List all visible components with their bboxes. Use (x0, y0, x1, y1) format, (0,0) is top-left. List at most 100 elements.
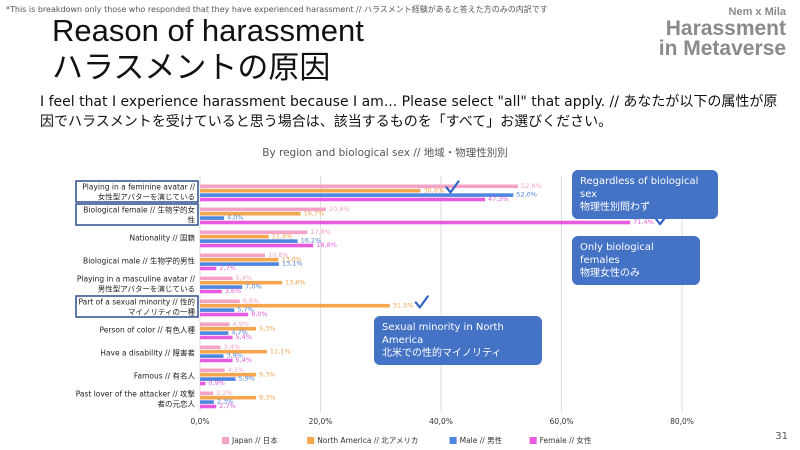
bar-north_america (200, 326, 257, 331)
bar-female (200, 335, 233, 340)
category-label: Nationality // 国籍 (129, 233, 195, 243)
data-label-japan: 4,1% (228, 366, 245, 374)
bar-japan (200, 230, 308, 235)
callout-bio-female: Only biological females 物理女性のみ (572, 236, 700, 285)
legend-label-north_america: North America // 北アメリカ (317, 436, 418, 445)
callout-regardless-sex: Regardless of biological sex 物理性別問わず (572, 170, 718, 219)
category-label: マイノリティの一種 (128, 307, 196, 317)
data-label-male: 2,3% (217, 398, 234, 406)
category-label: Biological male // 生物学的男性 (83, 256, 195, 266)
data-label-japan: 4,9% (233, 320, 250, 328)
callout-sexual-minority-na: Sexual minority in North America 北米での性的マ… (374, 316, 542, 365)
data-label-japan: 20,9% (329, 205, 350, 213)
bar-female (200, 243, 314, 248)
bar-male (200, 354, 224, 358)
data-label-female: 18,8% (316, 241, 337, 249)
data-label-male: 5,9% (239, 375, 256, 383)
data-label-male: 7,0% (245, 283, 262, 291)
data-label-north_america: 9,3% (259, 324, 276, 332)
bar-female (200, 312, 249, 317)
callout-2-line2: 物理女性のみ (580, 268, 640, 279)
bar-north_america (200, 349, 267, 354)
data-label-male: 16,2% (301, 237, 322, 245)
category-label: Playing in a feminine avatar // (82, 183, 195, 192)
title-ja: ハラスメントの原因 (52, 50, 331, 85)
category-label: 女性型アバターを演じている (98, 192, 195, 202)
category-label: Have a disability // 障害者 (100, 348, 195, 358)
data-label-north_america: 31,5% (393, 301, 414, 309)
data-label-female: 5,4% (236, 333, 253, 341)
data-label-female: 2,7% (219, 402, 236, 410)
bar-north_america (200, 211, 301, 216)
check-feminine-avatar (445, 180, 460, 194)
page-title: Reason of harassment ハラスメントの原因 (52, 12, 364, 86)
data-label-north_america: 16,7% (304, 209, 325, 217)
category-label: Part of a sexual minority // 性的 (78, 297, 195, 307)
legend-label-male: Male // 男性 (460, 435, 503, 445)
bar-male (200, 400, 214, 404)
data-label-male: 4,7% (231, 329, 248, 337)
page-number: 31 (775, 431, 788, 442)
bar-male (200, 193, 514, 197)
bar-female (200, 220, 631, 225)
bar-japan (200, 322, 230, 327)
category-label: Person of color // 有色人種 (100, 325, 196, 335)
bar-japan (200, 207, 326, 212)
bar-north_america (200, 257, 279, 262)
category-label: Past lover of the attacker // 攻撃 (76, 389, 196, 399)
data-label-female: 47,3% (488, 195, 509, 203)
data-label-japan: 3,4% (223, 343, 240, 351)
data-label-north_america: 11,4% (272, 232, 293, 240)
callout-2-line1: Only biological females (580, 242, 654, 266)
callout-3-line2: 北米での性的マイノリティ (382, 348, 502, 359)
data-label-japan: 5,4% (236, 274, 253, 282)
x-tick-label: 60,0% (550, 417, 574, 426)
category-label: 者の元恋人 (158, 399, 196, 409)
survey-question: I feel that I experience harassment beca… (40, 94, 778, 130)
bar-male (200, 331, 229, 335)
data-label-female: 71,4% (633, 218, 654, 226)
x-tick-label: 80,0% (670, 417, 694, 426)
x-tick-label: 20,0% (309, 417, 333, 426)
data-label-north_america: 36,6% (424, 186, 445, 194)
data-label-male: 13,1% (282, 260, 303, 268)
bar-male (200, 262, 279, 266)
legend-swatch-north_america (307, 437, 315, 444)
data-label-female: 0,9% (208, 379, 225, 387)
bar-female (200, 266, 217, 271)
bar-male (200, 377, 236, 381)
bar-female (200, 289, 222, 294)
bar-female (200, 197, 485, 202)
bar-japan (200, 276, 233, 281)
category-highlight-box (75, 180, 199, 203)
brand-line-2: Harassment (665, 17, 786, 40)
data-label-female: 8,0% (251, 310, 268, 318)
data-label-male: 3,9% (226, 352, 243, 360)
data-label-japan: 6,6% (243, 297, 260, 305)
bar-male (200, 308, 235, 312)
brand-logo: Nem x Mila Harassment in Metaverse (659, 6, 786, 59)
bar-north_america (200, 395, 257, 400)
bar-north_america (200, 188, 421, 193)
callout-1-line2: 物理性別問わず (580, 202, 650, 213)
category-label: 男性型アバターを演じている (98, 284, 195, 294)
data-label-japan: 17,8% (310, 228, 331, 236)
data-label-male: 4,0% (227, 214, 244, 222)
data-label-male: 52,0% (516, 191, 537, 199)
bar-male (200, 216, 225, 220)
data-label-north_america: 13,6% (285, 278, 306, 286)
data-label-japan: 2,2% (216, 389, 233, 397)
data-label-japan: 10,8% (268, 251, 289, 259)
callout-3-line1: Sexual minority in North America (382, 322, 504, 346)
bar-male (200, 285, 243, 289)
legend-label-japan: Japan // 日本 (231, 435, 278, 445)
bar-north_america (200, 303, 390, 308)
x-tick-label: 40,0% (429, 417, 453, 426)
data-label-north_america: 11,1% (270, 347, 291, 355)
bar-japan (200, 253, 266, 258)
title-en: Reason of harassment (52, 13, 364, 48)
category-label: Playing in a masculine avatar // (77, 275, 196, 284)
category-label: 性 (188, 215, 196, 225)
bar-japan (200, 391, 214, 396)
callout-1-line1: Regardless of biological sex (580, 176, 699, 200)
